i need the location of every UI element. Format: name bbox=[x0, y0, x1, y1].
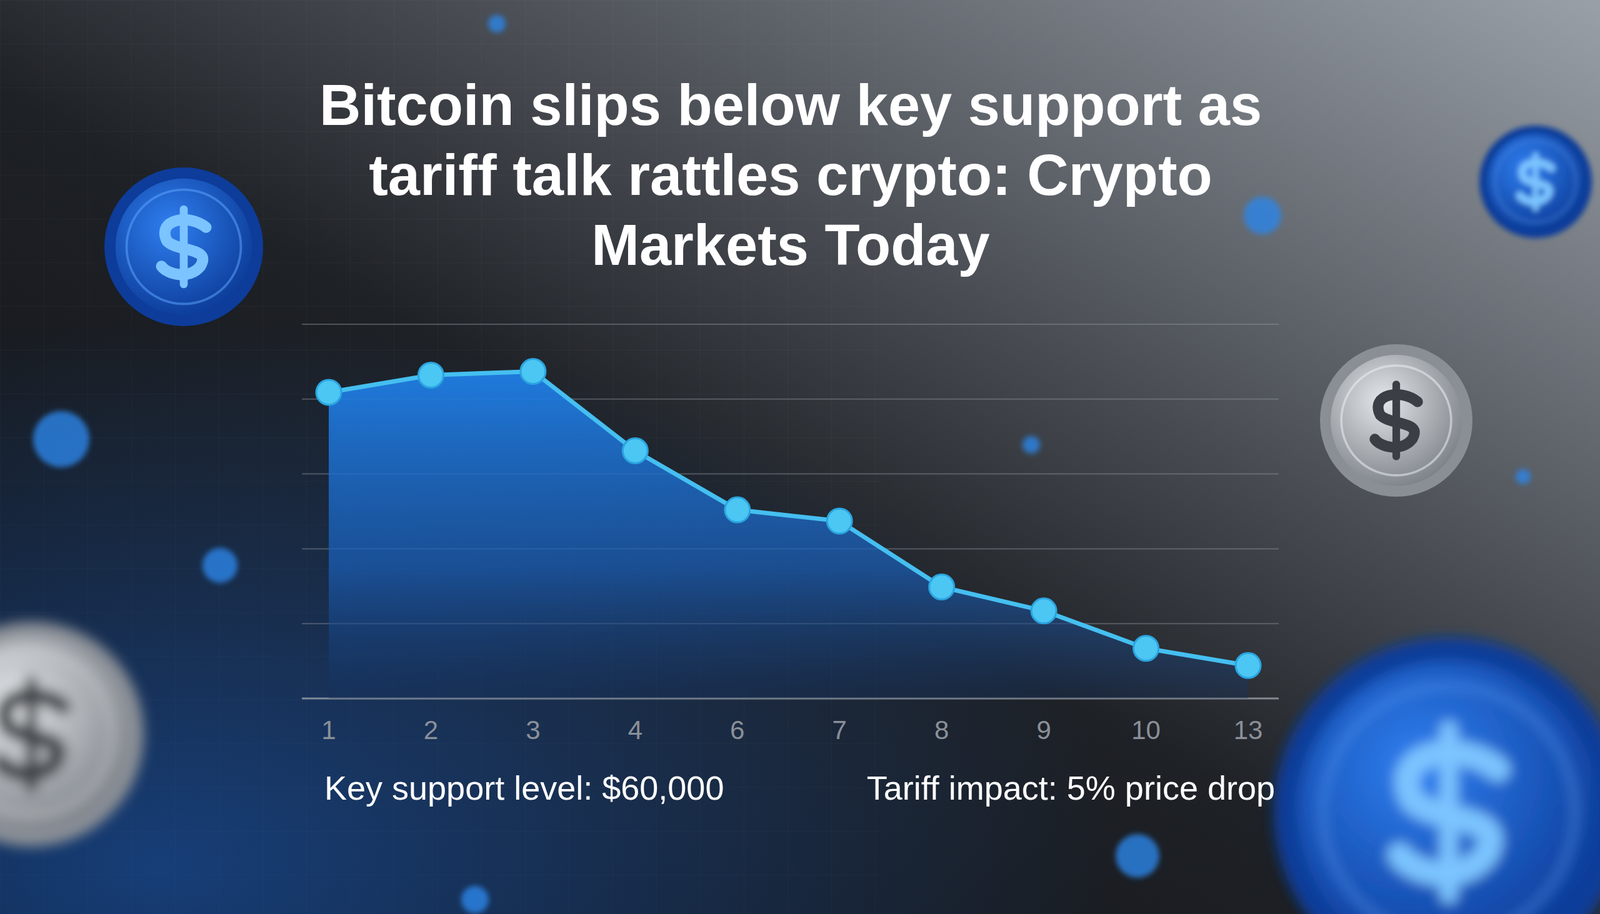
title-line: Markets Today bbox=[591, 213, 990, 277]
coin-glyph-bar bbox=[1533, 155, 1539, 209]
bokeh-dot bbox=[1243, 196, 1282, 235]
coin-glyph-bar bbox=[1440, 730, 1458, 896]
coin bbox=[104, 167, 264, 327]
coin bbox=[0, 621, 144, 847]
title: Bitcoin slips below key support astariff… bbox=[319, 73, 1262, 277]
x-tick-label: 4 bbox=[628, 715, 643, 745]
grid-line bbox=[301, 323, 1279, 325]
annotation: Tariff impact: 5% price drop bbox=[866, 769, 1275, 807]
coin-rim bbox=[0, 621, 144, 847]
point bbox=[1235, 653, 1261, 679]
coin-face bbox=[1487, 133, 1585, 231]
coin-face bbox=[0, 637, 129, 832]
coin-ring bbox=[1341, 365, 1452, 476]
coin-ring bbox=[1495, 141, 1577, 223]
coin-glyph-bar bbox=[180, 209, 189, 285]
x-tick-label: 8 bbox=[934, 715, 949, 745]
title-line: tariff talk rattles crypto: Crypto bbox=[368, 143, 1213, 207]
point bbox=[520, 358, 546, 384]
point bbox=[1133, 636, 1159, 662]
title-line: Bitcoin slips below key support as bbox=[319, 73, 1262, 137]
coin-face bbox=[1298, 661, 1600, 914]
coin bbox=[1320, 344, 1473, 497]
bokeh-dot bbox=[202, 548, 238, 584]
x-tick-label: 2 bbox=[423, 715, 439, 745]
point bbox=[622, 438, 648, 464]
point bbox=[418, 362, 444, 388]
annotation: Key support level: $60,000 bbox=[324, 769, 724, 807]
line bbox=[328, 371, 1249, 667]
coin-rim bbox=[104, 167, 264, 327]
x-tick-label: 6 bbox=[730, 715, 745, 745]
coin-ring bbox=[126, 190, 242, 305]
point bbox=[826, 508, 852, 534]
coin-rim bbox=[1320, 344, 1473, 497]
bokeh-dot bbox=[461, 886, 489, 914]
coin-glyph-bar bbox=[1392, 384, 1400, 457]
point bbox=[1031, 598, 1057, 624]
x-tick-label: 10 bbox=[1131, 715, 1161, 745]
x-tick-label: 13 bbox=[1233, 715, 1264, 745]
area bbox=[328, 371, 1249, 700]
bokeh-dot bbox=[33, 411, 90, 468]
bokeh-dot bbox=[1022, 436, 1040, 454]
x-tick-label: 1 bbox=[321, 715, 336, 745]
coin-glyph-bar bbox=[25, 681, 37, 788]
coin-rim bbox=[1273, 637, 1600, 914]
coin-face bbox=[1330, 355, 1462, 487]
x-tick-label: 7 bbox=[832, 715, 847, 745]
point bbox=[316, 380, 342, 405]
bokeh-dot bbox=[1115, 834, 1160, 879]
coin-rim bbox=[1479, 125, 1592, 239]
plot-area bbox=[316, 358, 1261, 699]
coin-ring bbox=[1322, 686, 1575, 914]
coin bbox=[1479, 125, 1592, 239]
x-tick-label: 9 bbox=[1036, 715, 1051, 745]
bokeh-dot bbox=[488, 15, 506, 33]
x-tick-label: 3 bbox=[525, 715, 540, 745]
point bbox=[929, 574, 955, 600]
coin-ring bbox=[0, 653, 113, 815]
bokeh-dot bbox=[1515, 469, 1531, 485]
canvas: Bitcoin slips below key support astariff… bbox=[0, 0, 1600, 914]
point bbox=[725, 497, 750, 523]
coin-face bbox=[115, 178, 252, 315]
coin bbox=[1273, 637, 1600, 914]
